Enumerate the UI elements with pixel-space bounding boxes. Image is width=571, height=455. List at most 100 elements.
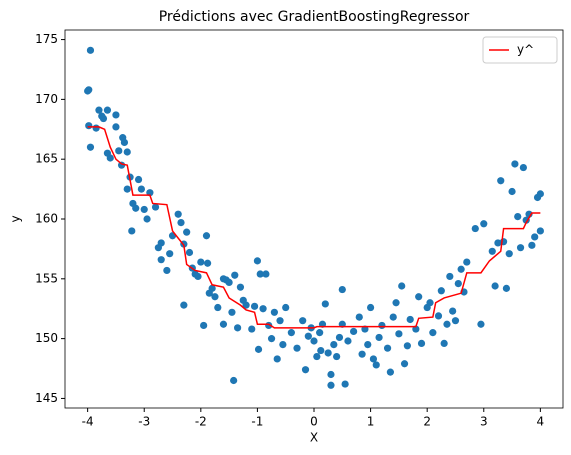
point (536, 227, 544, 235)
point (400, 360, 409, 368)
point (120, 138, 129, 147)
point (313, 352, 321, 361)
point (457, 265, 465, 273)
point (85, 122, 93, 130)
point (197, 258, 205, 266)
point (123, 185, 131, 193)
point (477, 320, 485, 328)
y-tick-label: 175 (35, 32, 58, 46)
point (366, 303, 375, 312)
point (115, 147, 123, 155)
point (488, 247, 496, 255)
point (174, 210, 182, 218)
chart-title: Prédictions avec GradientBoostingRegress… (159, 9, 470, 25)
point (392, 299, 400, 307)
point (231, 271, 239, 279)
point (106, 154, 114, 162)
point (208, 284, 216, 292)
point (389, 313, 397, 321)
y-tick-label: 165 (35, 152, 58, 166)
point (287, 329, 295, 337)
point (426, 299, 434, 307)
x-tick-label: -2 (195, 415, 207, 429)
point (262, 270, 270, 278)
point (471, 224, 479, 233)
point (282, 303, 290, 312)
point (103, 106, 112, 114)
point (253, 257, 262, 265)
point (415, 293, 423, 301)
point (200, 321, 208, 330)
point (324, 349, 332, 357)
point (270, 308, 278, 316)
point (440, 339, 448, 348)
point (204, 259, 212, 267)
point (92, 124, 100, 132)
point (505, 250, 513, 258)
point (321, 300, 329, 308)
point (516, 244, 525, 252)
point (403, 342, 411, 350)
point (157, 256, 165, 264)
x-tick-label: 4 (537, 415, 545, 429)
point (437, 287, 445, 295)
point (449, 307, 457, 315)
point (273, 355, 281, 363)
point (214, 303, 222, 312)
point (375, 333, 383, 342)
point (166, 250, 174, 258)
point (536, 190, 544, 198)
point (143, 215, 151, 223)
point (140, 205, 148, 214)
point (163, 266, 171, 275)
point (344, 337, 352, 345)
point (137, 185, 145, 193)
point (157, 239, 165, 247)
point (341, 380, 349, 388)
point (514, 213, 522, 221)
x-tick-label: -1 (251, 415, 263, 429)
point (364, 341, 372, 349)
point (234, 324, 242, 332)
point (531, 233, 539, 241)
point (480, 220, 488, 228)
point (494, 239, 502, 247)
scatter-points (84, 46, 544, 389)
point (112, 123, 120, 131)
point (177, 218, 185, 227)
x-tick-label: -3 (138, 415, 150, 429)
point (502, 284, 511, 292)
point (219, 320, 228, 328)
point (369, 355, 378, 363)
point (112, 111, 120, 119)
x-axis-label: X (310, 431, 318, 445)
point (463, 258, 471, 266)
point (183, 228, 191, 236)
point (304, 332, 312, 340)
point (338, 285, 346, 294)
point (443, 320, 451, 328)
point (383, 344, 392, 352)
y-tick-label: 160 (35, 212, 58, 226)
point (417, 339, 426, 348)
point (211, 293, 219, 301)
point (511, 160, 519, 168)
point (386, 368, 394, 376)
point (406, 315, 414, 324)
point (355, 313, 363, 321)
point (132, 204, 140, 212)
y-tick-label: 145 (35, 391, 58, 405)
point (86, 143, 95, 151)
point (180, 301, 188, 309)
point (301, 366, 310, 374)
point (330, 341, 338, 349)
point (259, 305, 267, 313)
x-tick-label: 1 (367, 415, 375, 429)
y-tick-label: 170 (35, 92, 58, 106)
point (134, 175, 143, 184)
point (293, 344, 301, 352)
point (248, 325, 256, 333)
point (508, 187, 516, 196)
point (327, 381, 335, 389)
